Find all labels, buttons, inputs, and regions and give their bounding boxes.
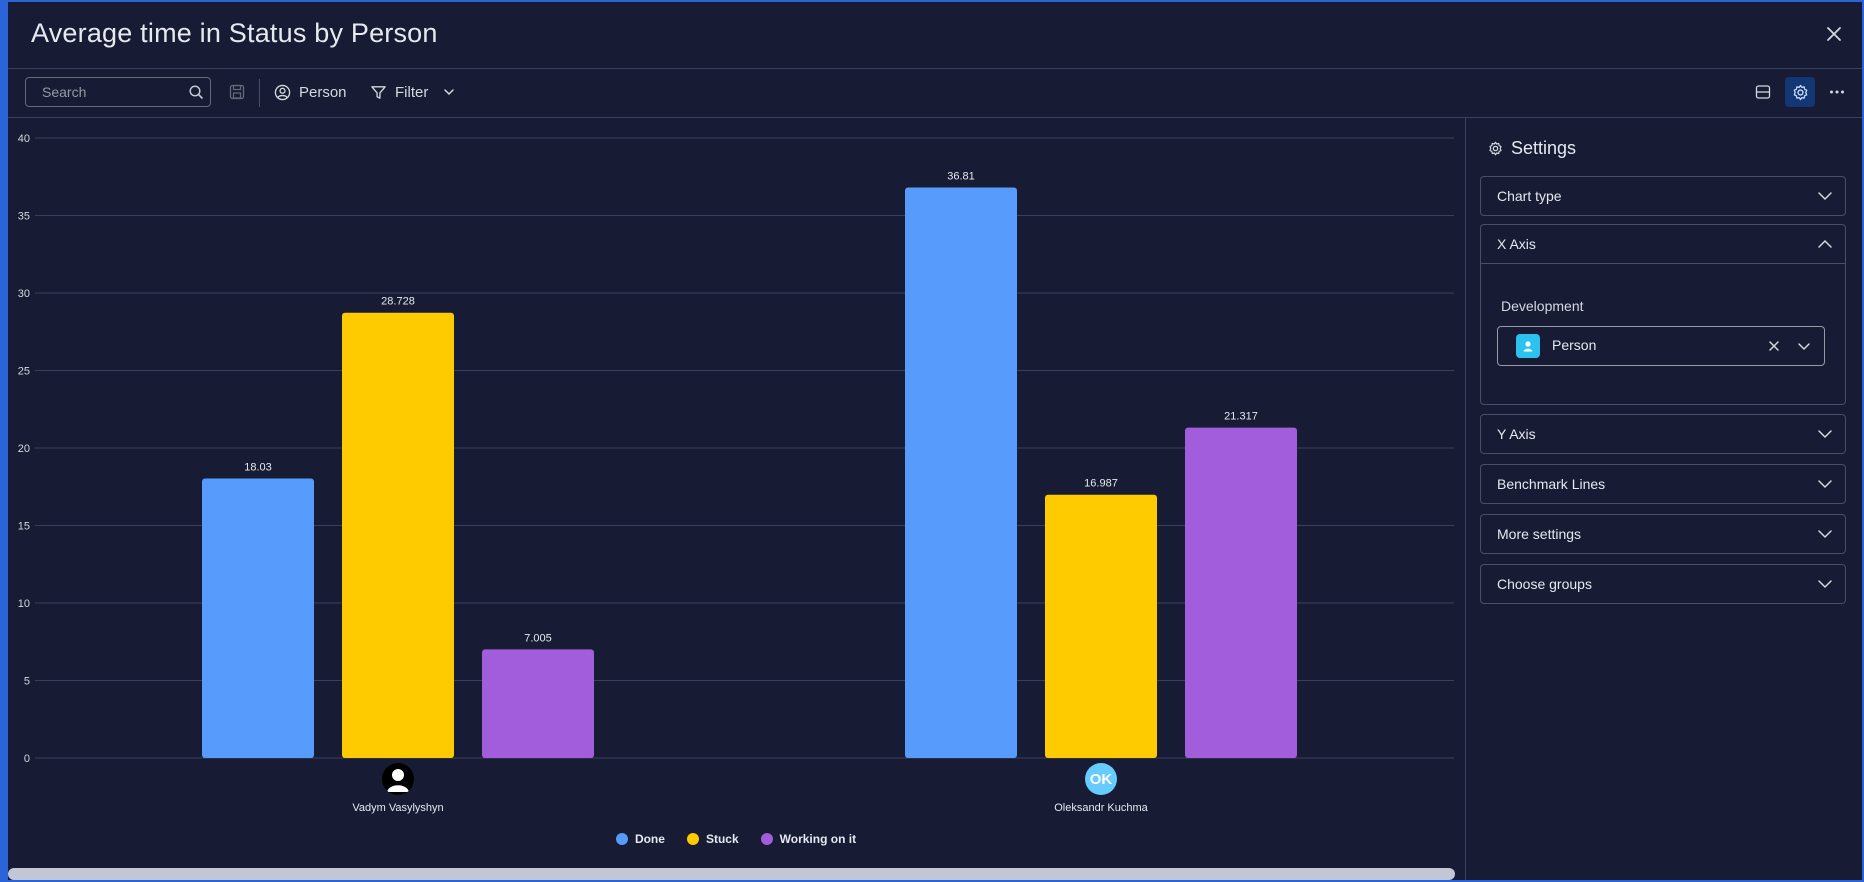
chevron-down-icon[interactable] <box>442 85 456 99</box>
accordion-header[interactable]: Y Axis <box>1481 415 1845 453</box>
bar <box>202 478 314 758</box>
chart-legend: Done Stuck Working on it <box>8 832 1464 846</box>
legend-dot <box>760 833 773 845</box>
data-label: 36.81 <box>947 170 975 182</box>
accordion-label: Y Axis <box>1497 426 1536 442</box>
search-icon[interactable] <box>188 84 204 100</box>
accordion-benchmark-lines: Benchmark Lines <box>1480 464 1846 504</box>
accordion-label: Choose groups <box>1497 576 1592 592</box>
x-tick-label: Oleksandr Kuchma <box>1054 802 1148 814</box>
person-filter-label: Person <box>299 83 347 101</box>
person-filter-button[interactable]: Person <box>274 77 347 107</box>
legend-label: Stuck <box>705 832 739 846</box>
x-tick-label: Vadym Vasylyshyn <box>352 802 444 814</box>
filter-button[interactable]: Filter <box>370 77 456 107</box>
data-label: 16.987 <box>1084 478 1118 490</box>
avatar-vadym <box>382 763 414 795</box>
gear-icon <box>1793 84 1807 100</box>
data-label: 21.317 <box>1224 411 1258 423</box>
y-tick-label: 0 <box>24 753 30 765</box>
bar <box>1045 494 1157 758</box>
chevron-up-icon <box>1818 239 1832 248</box>
accordion-header[interactable]: Chart type <box>1481 177 1845 215</box>
y-tick-label: 15 <box>18 521 30 533</box>
person-circle-icon <box>274 84 291 100</box>
accordion-header[interactable]: X Axis <box>1481 225 1845 264</box>
avatar-initials: OK <box>1089 770 1113 788</box>
bar <box>905 187 1017 758</box>
group-label: Development <box>1501 298 1584 314</box>
y-tick-label: 20 <box>18 443 30 455</box>
settings-title: Settings <box>1511 138 1577 158</box>
settings-panel: Settings Chart type X Axis Development <box>1465 118 1862 880</box>
chevron-down-icon <box>1818 430 1832 439</box>
bar <box>1185 427 1297 758</box>
more-horizontal-icon <box>1830 90 1844 94</box>
accordion-y-axis: Y Axis <box>1480 414 1846 454</box>
accordion-header[interactable]: Benchmark Lines <box>1481 465 1845 503</box>
search-box <box>25 77 211 107</box>
more-options-button[interactable] <box>1822 77 1852 107</box>
y-tick-label: 30 <box>18 288 30 300</box>
accordion-x-axis: X Axis Development Person <box>1480 224 1846 405</box>
chevron-down-icon <box>1818 192 1832 201</box>
save-icon[interactable] <box>229 84 245 100</box>
modal-header: Average time in Status by Person <box>8 2 1862 69</box>
legend-dot <box>615 833 628 845</box>
chevron-down-icon <box>1818 530 1832 539</box>
data-label: 18.03 <box>244 462 272 474</box>
y-tick-label: 5 <box>24 676 30 688</box>
people-column-icon <box>1516 334 1540 358</box>
legend-item[interactable]: Done <box>615 832 665 846</box>
x-axis-column-select[interactable]: Person <box>1497 326 1825 366</box>
filter-icon <box>371 85 386 99</box>
settings-header: Settings <box>1488 138 1576 159</box>
legend-item[interactable]: Working on it <box>760 832 857 846</box>
horizontal-scrollbar[interactable] <box>8 868 1455 880</box>
settings-toggle-button[interactable] <box>1785 77 1815 107</box>
search-input[interactable] <box>26 78 192 106</box>
accordion-label: More settings <box>1497 526 1582 542</box>
toolbar-divider <box>259 79 260 107</box>
accordion-more-settings: More settings <box>1480 514 1846 554</box>
bar <box>342 312 454 758</box>
toolbar: Person Filter <box>8 69 1862 118</box>
clear-icon[interactable] <box>1766 338 1782 354</box>
layout-toggle-button[interactable] <box>1748 77 1778 107</box>
close-icon <box>1827 27 1841 41</box>
user-icon <box>387 769 409 792</box>
accordion-label: Benchmark Lines <box>1497 476 1606 492</box>
avatar-oleksandr: OK <box>1085 763 1117 795</box>
accordion-header[interactable]: Choose groups <box>1481 565 1845 603</box>
chevron-down-icon <box>1818 580 1832 589</box>
chevron-down-icon <box>1818 480 1832 489</box>
accordion-header[interactable]: More settings <box>1481 515 1845 553</box>
bar <box>482 649 594 758</box>
filter-label: Filter <box>395 83 429 101</box>
y-tick-label: 35 <box>18 211 30 223</box>
chevron-down-icon[interactable] <box>1796 338 1812 354</box>
legend-label: Working on it <box>779 832 857 846</box>
data-label: 7.005 <box>524 632 552 644</box>
accordion-chart-type: Chart type <box>1480 176 1846 216</box>
legend-item[interactable]: Stuck <box>686 832 739 846</box>
bar-chart: 0 5 10 15 20 25 30 35 40 18.03 36.81 28.728 16.987 7.… <box>18 133 1454 765</box>
chart-area: 0 5 10 15 20 25 30 35 40 18.03 36.81 28.728 16.987 7.… <box>8 118 1464 880</box>
x-axis-body: Development Person <box>1481 264 1845 404</box>
close-button[interactable] <box>1820 20 1848 48</box>
split-view-icon <box>1755 85 1771 99</box>
accordion-label: X Axis <box>1497 236 1536 252</box>
y-tick-label: 40 <box>18 133 30 145</box>
select-value: Person <box>1552 337 1597 353</box>
gear-icon <box>1489 141 1502 156</box>
accordion-choose-groups: Choose groups <box>1480 564 1846 604</box>
page-title: Average time in Status by Person <box>31 18 438 48</box>
y-tick-label: 25 <box>18 366 30 378</box>
legend-dot <box>686 833 699 845</box>
accordion-label: Chart type <box>1497 188 1562 204</box>
data-label: 28.728 <box>381 296 415 308</box>
y-tick-label: 10 <box>18 598 30 610</box>
legend-label: Done <box>634 832 665 846</box>
